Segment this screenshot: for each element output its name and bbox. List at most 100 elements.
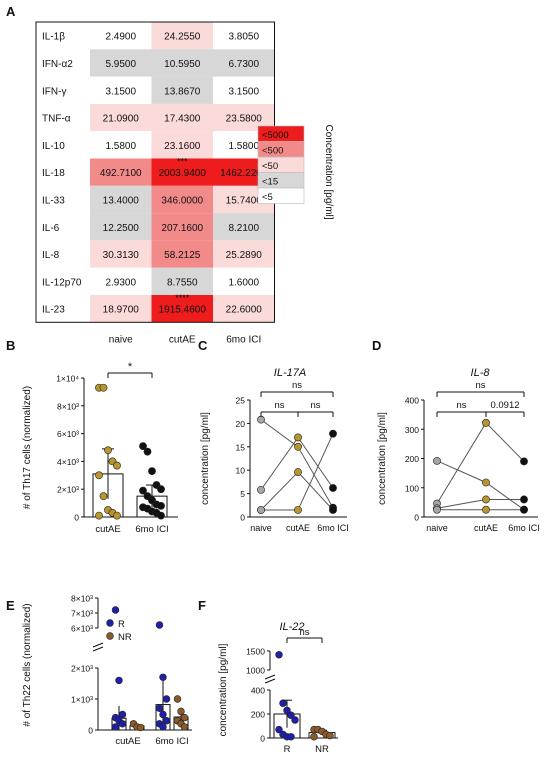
e-data-point [159,723,167,731]
heatmap-row-label: IL-33 [42,195,65,206]
e-data-point [118,710,127,719]
d-y-tick-label: 100 [405,483,419,493]
c-data-point [294,433,302,442]
heatmap-row-label: IL-6 [42,223,60,234]
d-y-tick-label: 300 [405,425,419,435]
heatmap-cell-value: 346.0000 [161,195,203,206]
heatmap-cell-value: 3.8050 [228,32,259,43]
b-y-tick-label: 2×10³ [57,485,79,495]
heatmap-row-label: IL-8 [42,250,60,261]
e-axis-break [92,642,104,648]
e-legend-marker [106,619,114,627]
f-data-point [287,733,295,741]
d-series-line [436,422,525,504]
b-y-tick-label: 6×10³ [57,429,79,439]
heatmap-cell [151,185,213,214]
f-y-tick-label: 1500 [246,647,265,657]
d-y-label: concentration [pg/ml] [377,412,388,505]
c-data-point [329,506,337,514]
heatmap-cell [90,131,152,159]
f-axis-break [264,678,276,684]
heatmap-cell-value: 58.2125 [164,250,201,261]
heatmap-column-label: cutAE [169,334,196,345]
c-comparison-label: ns [310,400,320,411]
b-data-point [139,486,147,495]
heatmap-cell [213,295,275,323]
b-data-point [113,461,121,470]
c-comparison-label: ns [274,400,284,411]
b-y-tick-label: 8×10³ [57,401,79,411]
c-series-line [260,419,334,508]
b-y-tick-label: 4×10³ [57,457,79,467]
e-y-tick-label: 1×10³ [71,695,93,705]
heatmap-cell-value: 23.5800 [226,114,263,125]
heatmap-cell-value: 18.9700 [103,305,140,316]
heatmap-row-label: IL-18 [42,168,65,179]
e-data-point [115,676,123,685]
f-data-point [310,733,318,741]
heatmap-significance: *** [177,157,188,167]
c-comparison-label: ns [292,380,302,391]
heatmap-cell-value: 25.2890 [226,250,263,261]
e-data-point [162,695,171,703]
d-title: IL-8 [471,367,491,379]
e-axis-break [92,646,104,652]
d-data-point [482,478,490,487]
d-data-point [482,495,490,504]
heatmap-cell-value: 2.4900 [105,32,136,43]
f-data-point [291,716,299,724]
heatmap-cell-value: 207.1600 [161,223,203,234]
heatmap-cell [90,213,152,241]
heatmap-cell-value: 1915.4600 [159,305,207,316]
heatmap-row-label: IL-10 [42,141,65,152]
e-data-point [177,707,185,716]
e-y-tick-label: 7×10³ [71,609,93,619]
c-data-point [329,429,337,438]
f-category-label: R [284,744,291,755]
heatmap-cell-value: 13.8670 [164,86,201,97]
c-y-tick-label: 15 [236,442,246,452]
f-y-tick-label: 1000 [246,666,265,676]
heatmap-cell [213,76,275,104]
e-category-label: cutAE [115,736,140,747]
d-data-point [520,457,528,466]
heatmap-cell [213,267,275,295]
c-y-tick-label: 0 [240,513,245,523]
heatmap-cell [90,22,152,50]
c-y-tick-label: 10 [236,466,246,476]
d-category-label: naive [426,523,448,533]
heatmap-cell-value: 1.6000 [228,277,259,288]
panel-label-f: F [198,598,206,613]
c-category-label: naive [250,523,272,533]
b-data-point [95,511,103,520]
f-axis-break [264,674,276,680]
f-category-label: NR [315,744,329,755]
f-title: IL-22 [279,621,304,633]
e-y-tick-label: 8×10³ [71,594,93,604]
c-data-point [294,468,302,476]
d-data-point [482,418,490,427]
f-data-point [283,706,291,715]
legend-label: <500 [262,145,283,156]
d-comparison-label: 0.0912 [490,400,519,411]
b-data-point [143,447,152,456]
heatmap-cell [90,185,152,214]
heatmap-cell [151,22,213,50]
d-category-label: cutAE [474,523,498,533]
legend-label: <5 [262,192,273,203]
b-y-tick-label: 0 [74,513,79,523]
e-data-point [159,710,167,719]
e-legend-label: R [118,619,125,630]
heatmap-cell [151,103,213,132]
f-data-point [279,699,287,707]
heatmap-cell [90,295,152,323]
heatmap-cell-value: 30.3130 [103,250,140,261]
heatmap-cell-value: 3.1500 [105,86,136,97]
e-data-point [173,695,182,703]
legend-swatch [257,187,305,204]
b-y-label: # of Th17 cells (normalized) [22,386,33,509]
e-y-tick-label: 6×10³ [71,624,93,634]
legend-label: <5000 [262,130,289,141]
d-comparison-label: ns [475,380,485,391]
